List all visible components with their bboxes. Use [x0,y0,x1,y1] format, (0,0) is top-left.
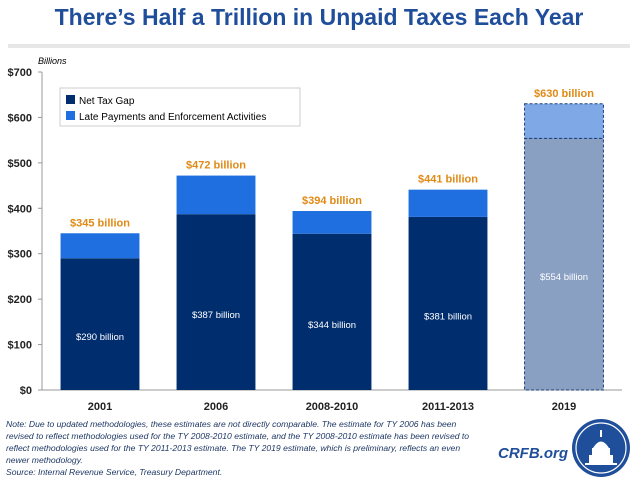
title-divider [8,44,630,48]
total-value-label: $472 billion [186,160,246,172]
x-tick-label: 2001 [88,401,112,413]
note-text: Note: Due to updated methodologies, thes… [6,419,470,465]
bar-net-tax-gap [292,233,372,390]
x-tick-label: 2019 [552,401,576,413]
legend-swatch [66,111,75,120]
bar-net-tax-gap [60,258,140,390]
y-unit-label: Billions [38,56,67,66]
capitol-seal-icon [572,419,630,477]
y-tick-label: $0 [20,385,32,397]
y-tick-label: $400 [8,203,32,215]
legend-entry: Late Payments and Enforcement Activities [79,112,266,123]
y-tick-label: $700 [8,67,32,79]
net-value-label: $387 billion [192,310,240,321]
legend-box [59,87,301,127]
y-tick-label: $300 [8,249,32,261]
total-value-label: $441 billion [418,174,478,186]
net-value-label: $381 billion [424,311,472,322]
total-value-label: $630 billion [534,88,594,100]
bar-late-payments [176,175,256,215]
legend-entry: Net Tax Gap [79,96,135,107]
net-value-label: $290 billion [76,332,124,343]
legend-swatch [66,95,75,104]
bar-net-tax-gap [408,216,488,390]
x-tick-label: 2008-2010 [306,401,359,413]
bar-net-tax-gap [176,214,256,390]
bar-late-payments [524,103,604,139]
stacked-bar-chart: Billions $0 $100 $200 $300 $400 $500 $600 $700 $… [8,56,622,413]
bar-net-tax-gap [524,137,604,391]
bar-late-payments [292,211,372,234]
bar-late-payments [60,233,140,259]
total-value-label: $345 billion [70,217,130,229]
x-tick-label: 2006 [204,401,228,413]
y-tick-label: $500 [8,158,32,170]
net-value-label: $554 billion [540,272,588,283]
chart-title: There’s Half a Trillion in Unpaid Taxes … [54,4,584,30]
brand-link[interactable]: CRFB.org [498,445,568,462]
source-text: Source: Internal Revenue Service, Treasu… [6,467,223,477]
net-value-label: $344 billion [308,320,356,331]
total-value-label: $394 billion [302,195,362,207]
y-tick-label: $200 [8,294,32,306]
y-tick-label: $100 [8,340,32,352]
y-tick-label: $600 [8,112,32,124]
x-tick-label: 2011-2013 [422,401,474,413]
chart-note: Note: Due to updated methodologies, thes… [6,418,476,478]
bar-late-payments [408,189,488,217]
